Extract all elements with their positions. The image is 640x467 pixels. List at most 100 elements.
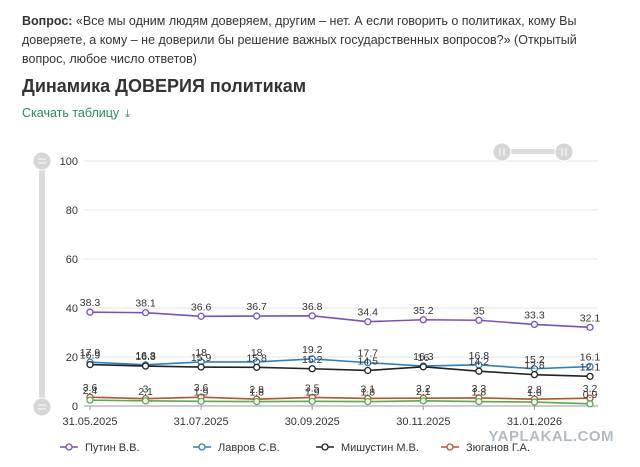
data-label: 1.8 xyxy=(472,387,487,399)
data-label: 36.7 xyxy=(246,301,267,313)
legend-label: Путин В.В. xyxy=(85,442,140,454)
data-point[interactable] xyxy=(141,397,150,405)
data-point[interactable] xyxy=(253,397,261,406)
data-label: 3.5 xyxy=(305,382,320,394)
data-label: 3.2 xyxy=(583,383,598,395)
data-label: 15.8 xyxy=(246,352,267,364)
vertical-range-handle-bottom[interactable] xyxy=(32,397,52,417)
data-point[interactable] xyxy=(308,355,316,363)
trust-line-chart: 0 20 40 60 80 100 38.3 38.1 36.6 36.7 36.8 34.4 35.… xyxy=(32,142,601,454)
data-label: 14.5 xyxy=(358,355,379,367)
legend-marker xyxy=(446,443,454,451)
series-2: 16.9 16.3 15.9 15.8 15.2 14.5 16 14.2 12.8 12.1 xyxy=(80,350,601,381)
legend-item[interactable]: Лавров С.В. xyxy=(193,442,280,454)
data-point[interactable] xyxy=(586,362,594,371)
data-label: 1.6 xyxy=(527,387,542,399)
data-point[interactable] xyxy=(419,363,427,371)
data-point[interactable] xyxy=(86,308,94,316)
data-label: 2.1 xyxy=(138,386,153,398)
data-point[interactable] xyxy=(308,397,316,405)
data-point[interactable] xyxy=(419,316,427,324)
vertical-range-track[interactable] xyxy=(39,160,45,408)
data-label: 15.2 xyxy=(302,354,323,366)
data-point[interactable] xyxy=(86,360,94,369)
data-label: 2.8 xyxy=(249,384,264,396)
data-label: 3.1 xyxy=(360,383,375,395)
data-point[interactable] xyxy=(197,312,205,320)
x-tick-label: 31.01.2026 xyxy=(507,416,562,428)
data-point[interactable] xyxy=(308,365,316,373)
data-label: 32.1 xyxy=(580,312,601,324)
data-point[interactable] xyxy=(197,397,205,405)
x-tick-label: 31.07.2025 xyxy=(174,416,229,428)
x-tick-label: 30.09.2025 xyxy=(285,416,340,428)
data-point[interactable] xyxy=(530,370,539,379)
data-label: 1.9 xyxy=(305,386,320,398)
data-point[interactable] xyxy=(475,367,483,375)
data-label: 1.8 xyxy=(249,387,264,399)
legend-marker xyxy=(321,443,329,451)
data-label: 36.6 xyxy=(191,301,212,313)
data-point[interactable] xyxy=(475,316,483,324)
data-label: 16.9 xyxy=(80,350,101,362)
series-line xyxy=(89,358,591,370)
x-tick-label: 30.11.2025 xyxy=(396,416,450,428)
data-label: 18 xyxy=(195,347,207,359)
data-point[interactable] xyxy=(197,363,205,371)
legend-marker xyxy=(198,443,206,451)
data-point[interactable] xyxy=(364,358,372,367)
data-point[interactable] xyxy=(141,362,150,370)
data-label: 35.2 xyxy=(413,305,434,317)
data-point[interactable] xyxy=(586,323,594,332)
question-block: Вопрос: «Все мы одним людям доверяем, др… xyxy=(22,12,622,69)
download-table-link[interactable]: Скачать таблицу ⤓ xyxy=(22,106,130,121)
data-point[interactable] xyxy=(253,312,261,320)
data-point[interactable] xyxy=(308,312,316,320)
data-label: 1.8 xyxy=(360,387,375,399)
series-line xyxy=(89,311,591,329)
data-label: 3.2 xyxy=(416,383,431,395)
data-label: 17.7 xyxy=(358,348,379,360)
legend-item[interactable]: Путин В.В. xyxy=(60,442,140,454)
data-label: 3 xyxy=(143,384,149,396)
question-text: «Все мы одним людям доверяем, другим – н… xyxy=(22,14,577,66)
data-point[interactable] xyxy=(586,400,594,408)
data-point[interactable] xyxy=(475,397,483,406)
series-line xyxy=(89,399,591,405)
x-tick-label: 31.05.2025 xyxy=(62,416,117,428)
data-label: 38.3 xyxy=(80,297,101,309)
data-label: 16.1 xyxy=(580,352,601,364)
series-4: 2.4 2.1 1.9 1.8 1.9 1.8 2.1 1.8 1.6 0.9 xyxy=(83,385,597,408)
series-0: 38.3 38.1 36.6 36.7 36.8 34.4 35.2 35 33.3 32.1 xyxy=(80,297,601,332)
data-point[interactable] xyxy=(86,396,94,404)
data-label: 16.3 xyxy=(413,351,434,363)
data-point[interactable] xyxy=(253,363,261,371)
data-point[interactable] xyxy=(419,397,427,405)
data-label: 2.1 xyxy=(416,386,431,398)
legend-item[interactable]: Мишустин М.В. xyxy=(316,442,419,454)
y-tick-label: 80 xyxy=(66,205,78,217)
chart-heading: Динамика ДОВЕРИЯ политикам xyxy=(22,76,307,96)
data-label: 16.3 xyxy=(135,351,156,363)
data-point[interactable] xyxy=(530,398,539,406)
horizontal-range-track[interactable] xyxy=(500,149,564,154)
watermark: YAPLAKAL.COM xyxy=(488,428,614,445)
data-point[interactable] xyxy=(530,320,539,329)
data-point[interactable] xyxy=(364,318,372,326)
data-label: 16 xyxy=(417,352,429,364)
data-point[interactable] xyxy=(586,372,594,381)
vertical-range-handle-top[interactable] xyxy=(32,151,52,171)
data-point[interactable] xyxy=(141,309,150,317)
y-tick-label: 100 xyxy=(60,156,78,168)
data-point[interactable] xyxy=(364,366,372,375)
legend-item[interactable]: Зюганов Г.А. xyxy=(441,442,530,454)
horizontal-range-handle-left[interactable] xyxy=(492,142,512,162)
horizontal-range-handle-right[interactable] xyxy=(554,142,574,162)
data-label: 17.9 xyxy=(80,347,101,359)
data-label: 12.1 xyxy=(580,361,601,373)
data-point[interactable] xyxy=(364,397,372,406)
series-3: 3.6 3 3.6 2.8 3.5 3.1 3.2 3.3 2.8 3.2 xyxy=(83,382,598,403)
data-label: 38.1 xyxy=(135,298,156,310)
data-label: 3.6 xyxy=(83,382,98,394)
data-label: 3.6 xyxy=(194,382,209,394)
